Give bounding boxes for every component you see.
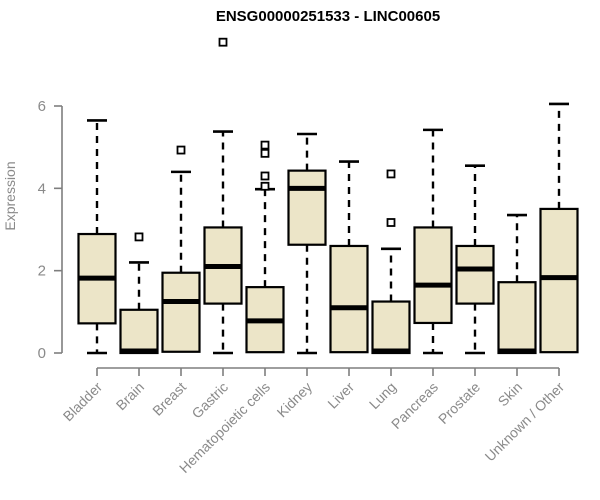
boxplot-liver (329, 160, 369, 354)
outlier-point (386, 218, 396, 227)
outlier-point (260, 148, 270, 158)
iqr-box (287, 169, 327, 246)
outlier-point (260, 171, 270, 181)
x-tick-label: Brain (113, 379, 147, 413)
boxplot-lung (371, 169, 411, 355)
outlier-point (386, 169, 396, 179)
boxplot-pancreas (413, 128, 453, 355)
iqr-box (539, 207, 579, 354)
x-tick-label: Unknown / Other (482, 379, 568, 465)
y-tick-label: 2 (38, 263, 46, 280)
iqr-box (413, 226, 453, 325)
y-tick-label: 4 (38, 180, 46, 197)
y-axis-title: Expression (2, 161, 18, 230)
iqr-box (371, 300, 411, 355)
boxplot-kidney (287, 132, 327, 355)
outlier-point (260, 140, 270, 150)
x-tick-label: Lung (366, 379, 399, 412)
outlier-point (260, 181, 270, 191)
y-tick-label: 0 (38, 345, 46, 362)
x-tick-label: Kidney (274, 379, 316, 421)
boxplot-breast (161, 145, 201, 353)
boxplot-hematopoietic-cells (245, 140, 285, 354)
boxplot-unknown-other (539, 102, 579, 354)
x-tick-label: Skin (495, 379, 526, 410)
x-tick-label: Breast (149, 379, 189, 419)
x-tick-label: Prostate (435, 379, 483, 427)
outlier-point (134, 232, 144, 242)
iqr-box (455, 244, 495, 305)
boxplot-bladder (77, 119, 117, 355)
boxplot-skin (497, 213, 537, 355)
y-tick-label: 6 (38, 98, 46, 115)
x-tick-label: Liver (324, 379, 357, 412)
outlier-point (218, 37, 228, 47)
outlier-point (176, 145, 186, 155)
x-tick-label: Bladder (60, 379, 106, 425)
iqr-box (161, 271, 201, 353)
iqr-box (119, 308, 159, 355)
boxplot-gastric (203, 37, 243, 355)
chart-title: ENSG00000251533 - LINC00605 (215, 8, 441, 25)
iqr-box (497, 281, 537, 355)
x-tick-label: Pancreas (388, 379, 441, 432)
boxplot-prostate (455, 164, 495, 355)
iqr-box (329, 244, 369, 354)
boxplot-brain (119, 232, 159, 355)
